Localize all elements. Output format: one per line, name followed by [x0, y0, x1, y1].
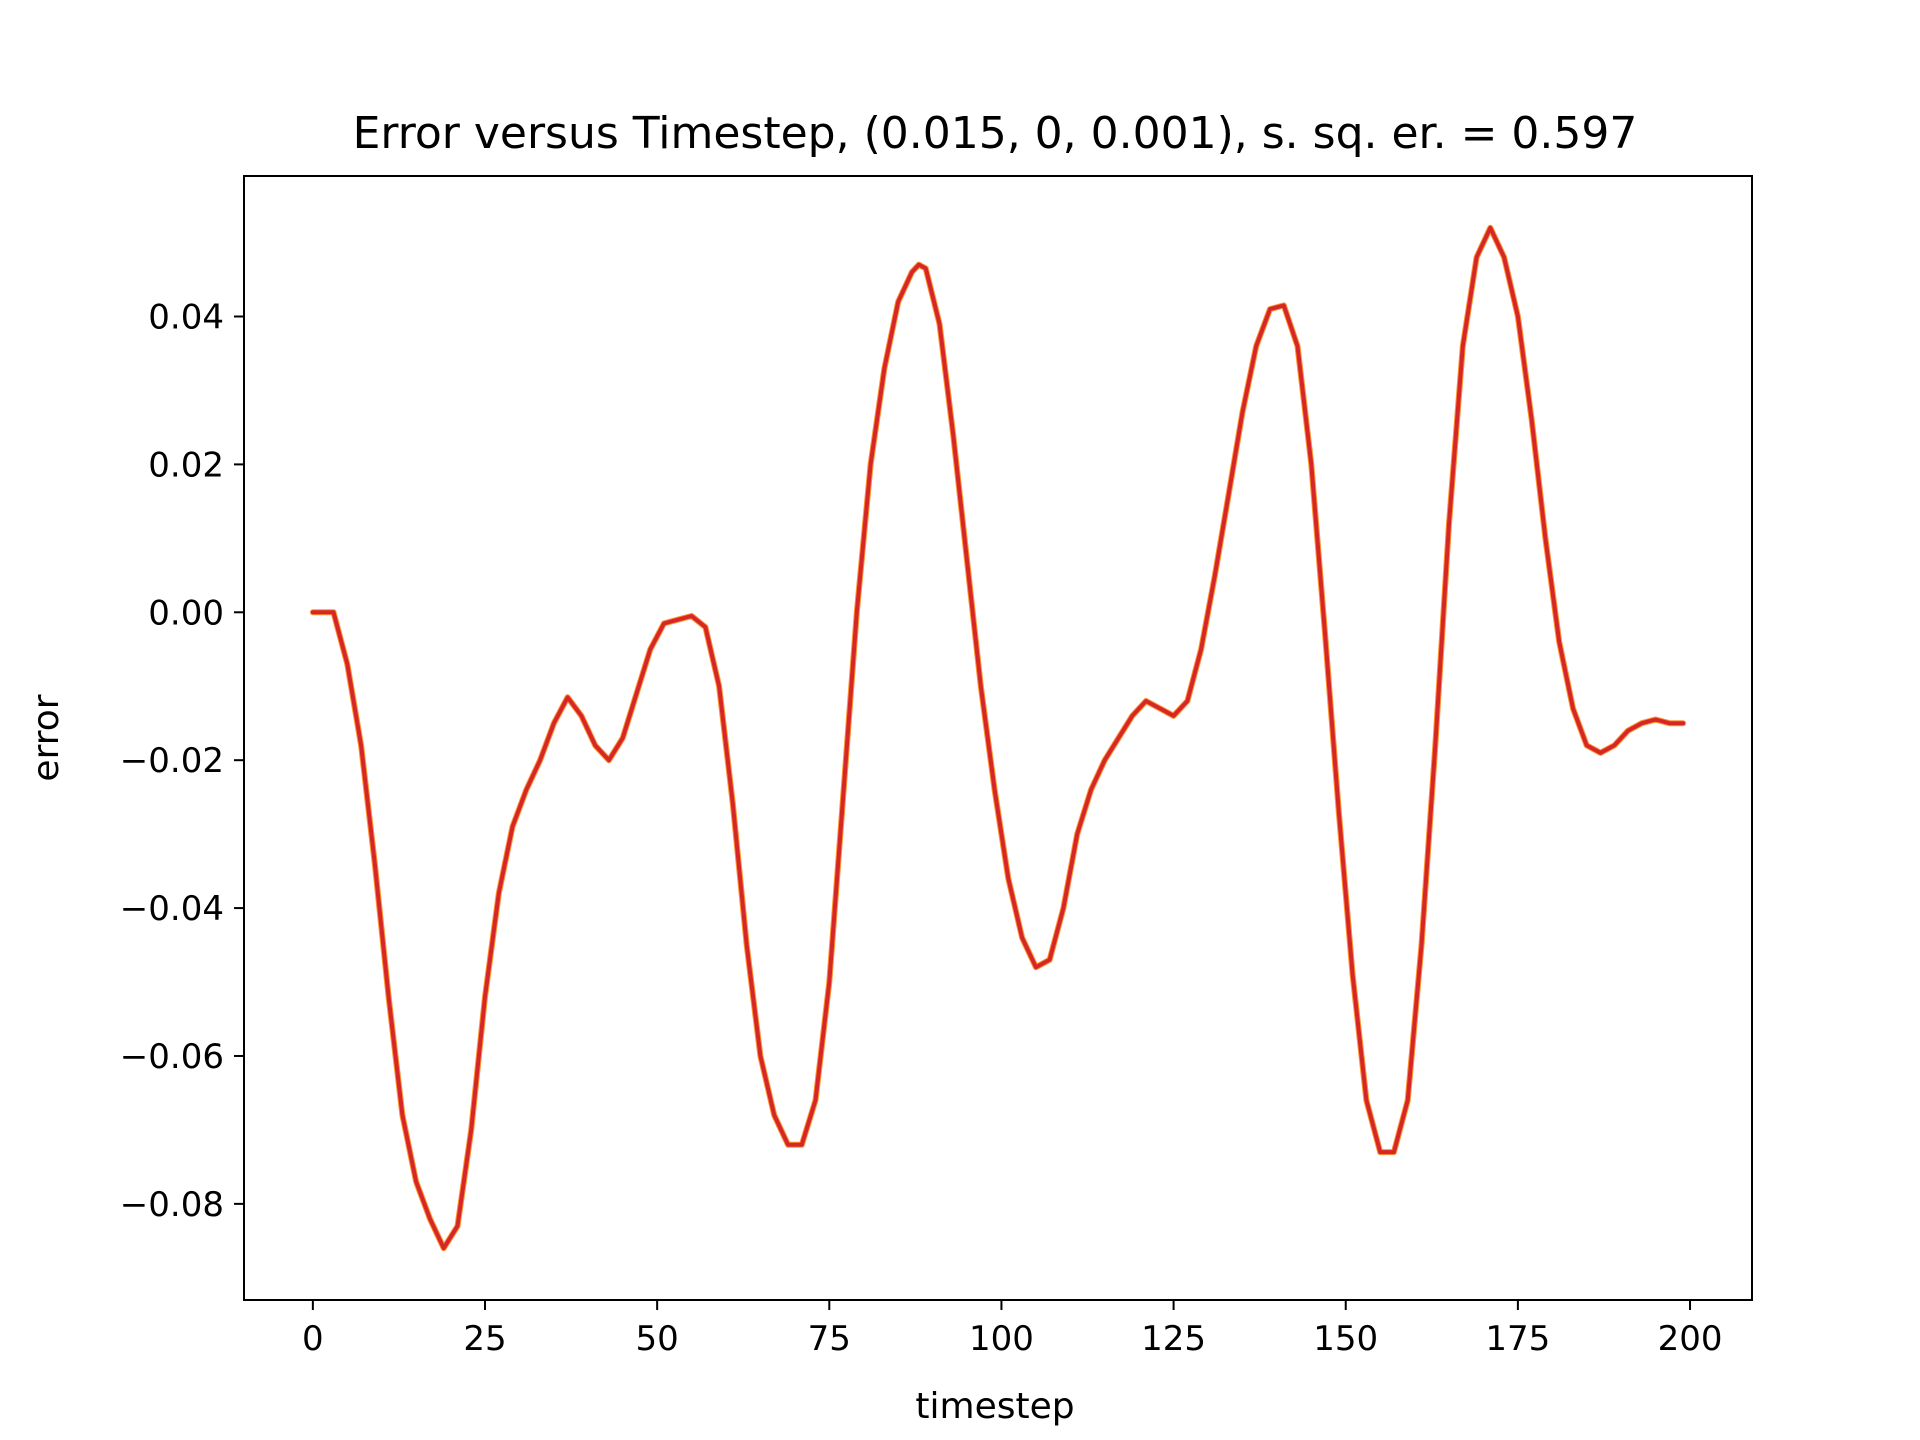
- y-axis-ticks: −0.08 −0.06 −0.04 −0.02 0.00 0.02 0.04: [120, 298, 244, 1225]
- y-axis-label: error: [26, 694, 67, 781]
- x-tick-label: 175: [1485, 1319, 1550, 1359]
- x-tick-label: 25: [463, 1319, 506, 1359]
- y-tick-label: −0.08: [120, 1185, 224, 1225]
- x-tick-label: 150: [1313, 1319, 1378, 1359]
- y-tick-label: 0.04: [148, 298, 224, 338]
- y-tick-label: 0.00: [148, 593, 224, 633]
- x-axis-ticks: 0 25 50 75 100 125 150 175 200: [302, 1300, 1722, 1359]
- x-tick-label: 200: [1658, 1319, 1723, 1359]
- y-tick-label: −0.04: [120, 889, 224, 929]
- x-tick-label: 0: [302, 1319, 324, 1359]
- y-tick-label: −0.02: [120, 741, 224, 781]
- plot-area: [243, 175, 1753, 1301]
- chart-title: Error versus Timestep, (0.015, 0, 0.001)…: [353, 108, 1638, 159]
- x-tick-label: 125: [1141, 1319, 1206, 1359]
- plot-frame: [243, 175, 1753, 1301]
- x-axis-label: timestep: [915, 1386, 1074, 1427]
- x-tick-label: 100: [969, 1319, 1034, 1359]
- y-tick-label: −0.06: [120, 1037, 224, 1077]
- y-tick-label: 0.02: [148, 445, 224, 485]
- x-tick-label: 50: [636, 1319, 679, 1359]
- series-line-0: [310, 225, 1686, 1251]
- x-tick-label: 75: [808, 1319, 851, 1359]
